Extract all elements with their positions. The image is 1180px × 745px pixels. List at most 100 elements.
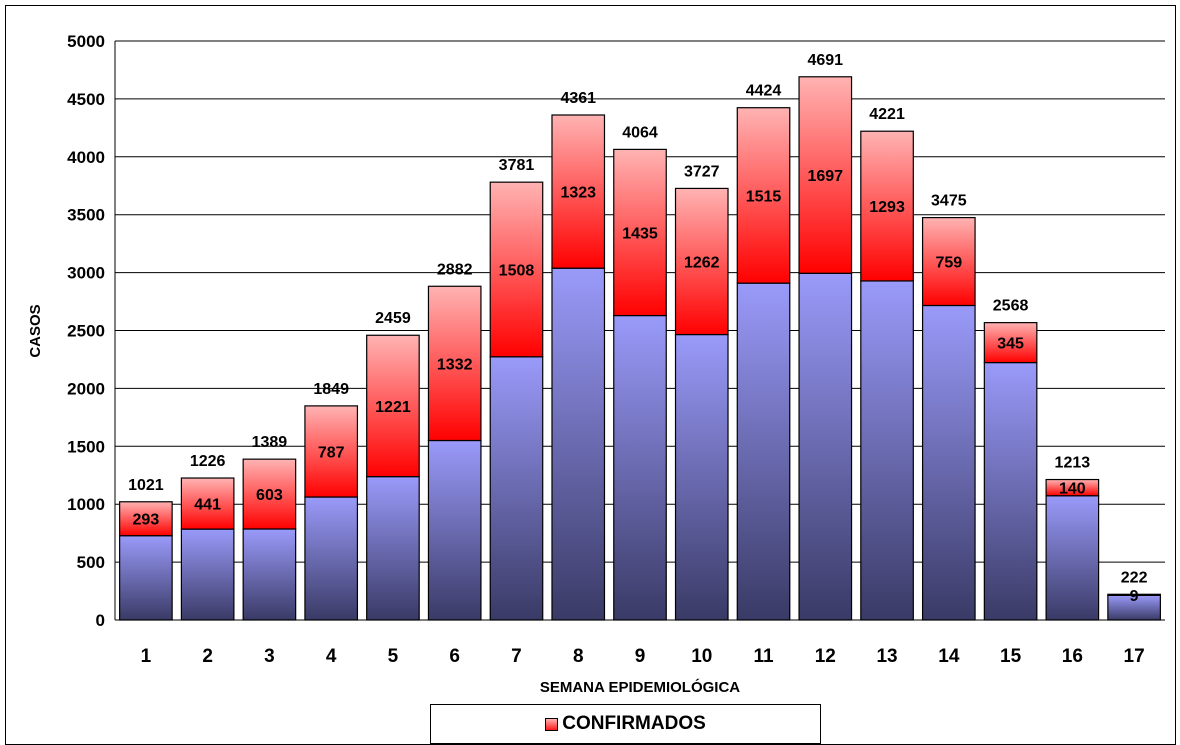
confirmados-label: 441: [194, 497, 221, 514]
total-label: 1849: [313, 381, 349, 398]
bar-segment-confirmados: [860, 130, 914, 282]
legend-swatch-confirmados: [545, 717, 559, 731]
y-tick-label: 3000: [67, 264, 105, 283]
bar-segment-confirmados: [119, 501, 173, 537]
total-label: 222: [1121, 569, 1148, 586]
y-tick-label: 1000: [67, 495, 105, 514]
x-tick-label: 9: [635, 646, 646, 667]
total-label: 4361: [560, 90, 596, 107]
x-tick-label: 15: [1000, 646, 1022, 667]
bar-segment-base: [366, 476, 420, 621]
bar-segment-confirmados: [983, 322, 1038, 364]
bar-segment-confirmados: [427, 285, 482, 442]
y-tick-label: 5000: [67, 32, 105, 51]
total-label: 2459: [375, 310, 411, 327]
bars: [119, 76, 1161, 621]
total-label: 3727: [684, 163, 720, 180]
bar-segment-confirmados: [798, 76, 853, 274]
x-tick-label: 1: [141, 646, 152, 667]
bar-segment-base: [798, 272, 853, 621]
bar-segment-base: [119, 535, 173, 621]
bar-segment-confirmados: [489, 181, 544, 358]
bar-segment-base: [674, 333, 729, 621]
bar-segment-confirmados: [551, 114, 606, 269]
x-tick-label: 12: [815, 646, 836, 667]
y-tick-label: 1500: [67, 437, 105, 456]
confirmados-label: 140: [1059, 481, 1086, 498]
confirmados-label: 1221: [375, 399, 411, 416]
total-label: 2882: [437, 261, 473, 278]
x-tick-label: 16: [1062, 646, 1083, 667]
x-tick-label: 17: [1124, 646, 1145, 667]
x-tick-label: 10: [691, 646, 712, 667]
bar-segment-base: [983, 361, 1038, 621]
confirmados-label: 9: [1130, 588, 1139, 605]
confirmados-label: 1293: [869, 199, 905, 216]
bar-segment-confirmados: [921, 216, 976, 307]
y-tick-label: 500: [77, 553, 105, 572]
x-tick-label: 5: [388, 646, 399, 667]
x-tick-label: 8: [573, 646, 584, 667]
y-tick-label: 4000: [67, 148, 105, 167]
y-tick-label: 2000: [67, 379, 105, 398]
total-label: 1213: [1055, 455, 1091, 472]
x-axis-title: SEMANA EPIDEMIOLÓGICA: [540, 678, 740, 696]
confirmados-label: 1262: [684, 254, 720, 271]
legend-label-confirmados: CONFIRMADOS: [562, 713, 706, 734]
bar-segment-base: [736, 282, 791, 621]
total-label: 3475: [931, 193, 967, 210]
y-tick-label: 3500: [67, 206, 105, 225]
x-tick-label: 14: [938, 646, 960, 667]
bar-segment-base: [304, 496, 359, 621]
confirmados-label: 1323: [560, 185, 596, 202]
confirmados-label: 1435: [622, 225, 658, 242]
bar-segment-confirmados: [1045, 478, 1100, 497]
confirmados-label: 787: [318, 444, 345, 461]
total-label: 1226: [190, 453, 226, 470]
confirmados-label: 1508: [499, 262, 535, 279]
x-tick-label: 6: [449, 646, 460, 667]
x-tick-label: 11: [753, 646, 774, 667]
total-label: 4424: [746, 83, 782, 100]
y-tick-label: 4500: [67, 90, 105, 109]
x-tick-label: 13: [876, 646, 897, 667]
total-label: 4064: [622, 124, 658, 141]
confirmados-label: 603: [256, 487, 283, 504]
y-tick-label: 2500: [67, 322, 105, 341]
bar-segment-confirmados: [736, 107, 791, 284]
bar-segment-confirmados: [242, 458, 297, 530]
bar-segment-base: [921, 304, 976, 621]
bar-segment-confirmados: [366, 334, 420, 478]
bar-segment-base: [180, 528, 235, 621]
bar-segment-confirmados: [674, 187, 729, 336]
total-label: 4691: [807, 52, 843, 69]
bar-segment-base: [242, 528, 297, 621]
bar-segment-confirmados: [613, 148, 667, 317]
total-label: 1021: [128, 477, 164, 494]
bar-segment-confirmados: [180, 477, 235, 530]
bar-segment-base: [489, 356, 544, 621]
bar-segment-base: [1045, 495, 1100, 621]
legend: CONFIRMADOS: [430, 704, 821, 744]
confirmados-label: 345: [997, 336, 1024, 353]
y-axis-title: CASOS: [27, 304, 44, 357]
total-label: 4221: [869, 106, 905, 123]
confirmados-label: 1332: [437, 356, 473, 373]
bar-segment-base: [427, 439, 482, 621]
confirmados-label: 293: [133, 512, 160, 529]
bar-segment-base: [551, 267, 606, 621]
axes: 0 500 1000 1500 2000 2500 3000 3500 4000 4500 5000…: [67, 32, 1165, 667]
bar-segment-base: [613, 314, 667, 621]
confirmados-label: 759: [935, 255, 962, 272]
x-tick-label: 4: [326, 646, 337, 667]
bar-segment-confirmados: [1107, 593, 1161, 596]
confirmados-label: 1515: [746, 188, 782, 205]
x-tick-label: 3: [264, 646, 275, 667]
y-tick-label: 0: [96, 611, 105, 630]
total-label: 2568: [993, 298, 1029, 315]
total-label: 1389: [252, 434, 288, 451]
bar-segment-base: [860, 280, 914, 621]
confirmados-label: 1697: [807, 168, 843, 185]
data-labels: 293 1021 441 1226 603 1389 787 1849 1221 2459 1332…: [128, 52, 1147, 605]
